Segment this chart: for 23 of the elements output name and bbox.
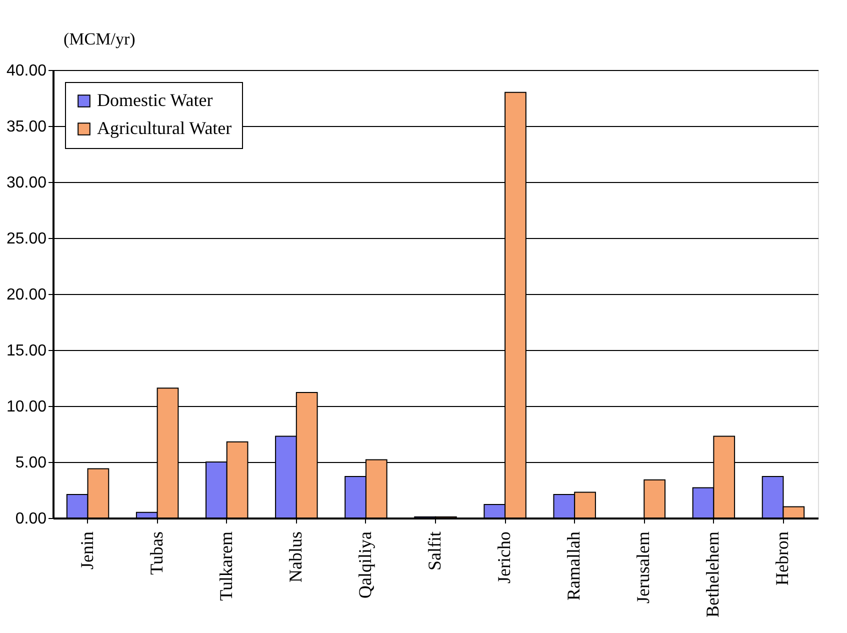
y-tick-label: 35.00	[6, 118, 47, 136]
x-tick-label: Tulkarem	[216, 532, 236, 601]
y-axis-title: (MCM/yr)	[64, 30, 136, 48]
y-tick-label: 25.00	[6, 230, 47, 248]
legend-label: Agricultural Water	[97, 118, 232, 138]
x-tick-label: Qalqiliya	[354, 531, 375, 598]
x-tick-label: Jerusalem	[633, 532, 654, 604]
y-tick-label: 0.00	[15, 510, 47, 528]
y-tick-label: 30.00	[6, 174, 47, 192]
y-tick-label: 5.00	[15, 454, 47, 472]
y-tick-label: 40.00	[6, 62, 47, 80]
x-tick-label: Ramallah	[564, 532, 584, 600]
x-tick-label: Nablus	[285, 532, 306, 582]
x-tick-label: Jericho	[494, 532, 514, 584]
legend-label: Domestic Water	[97, 90, 213, 110]
x-tick-label: Bethelehem	[702, 532, 723, 618]
y-tick-label: 10.00	[6, 398, 47, 416]
y-tick-label: 15.00	[6, 342, 47, 360]
x-tick-label: Salfit	[424, 532, 444, 570]
x-tick-label: Hebron	[772, 532, 792, 586]
x-tick-label: Tubas	[146, 532, 166, 575]
x-tick-label: Jenin	[76, 532, 97, 570]
y-tick-label: 20.00	[6, 286, 47, 304]
